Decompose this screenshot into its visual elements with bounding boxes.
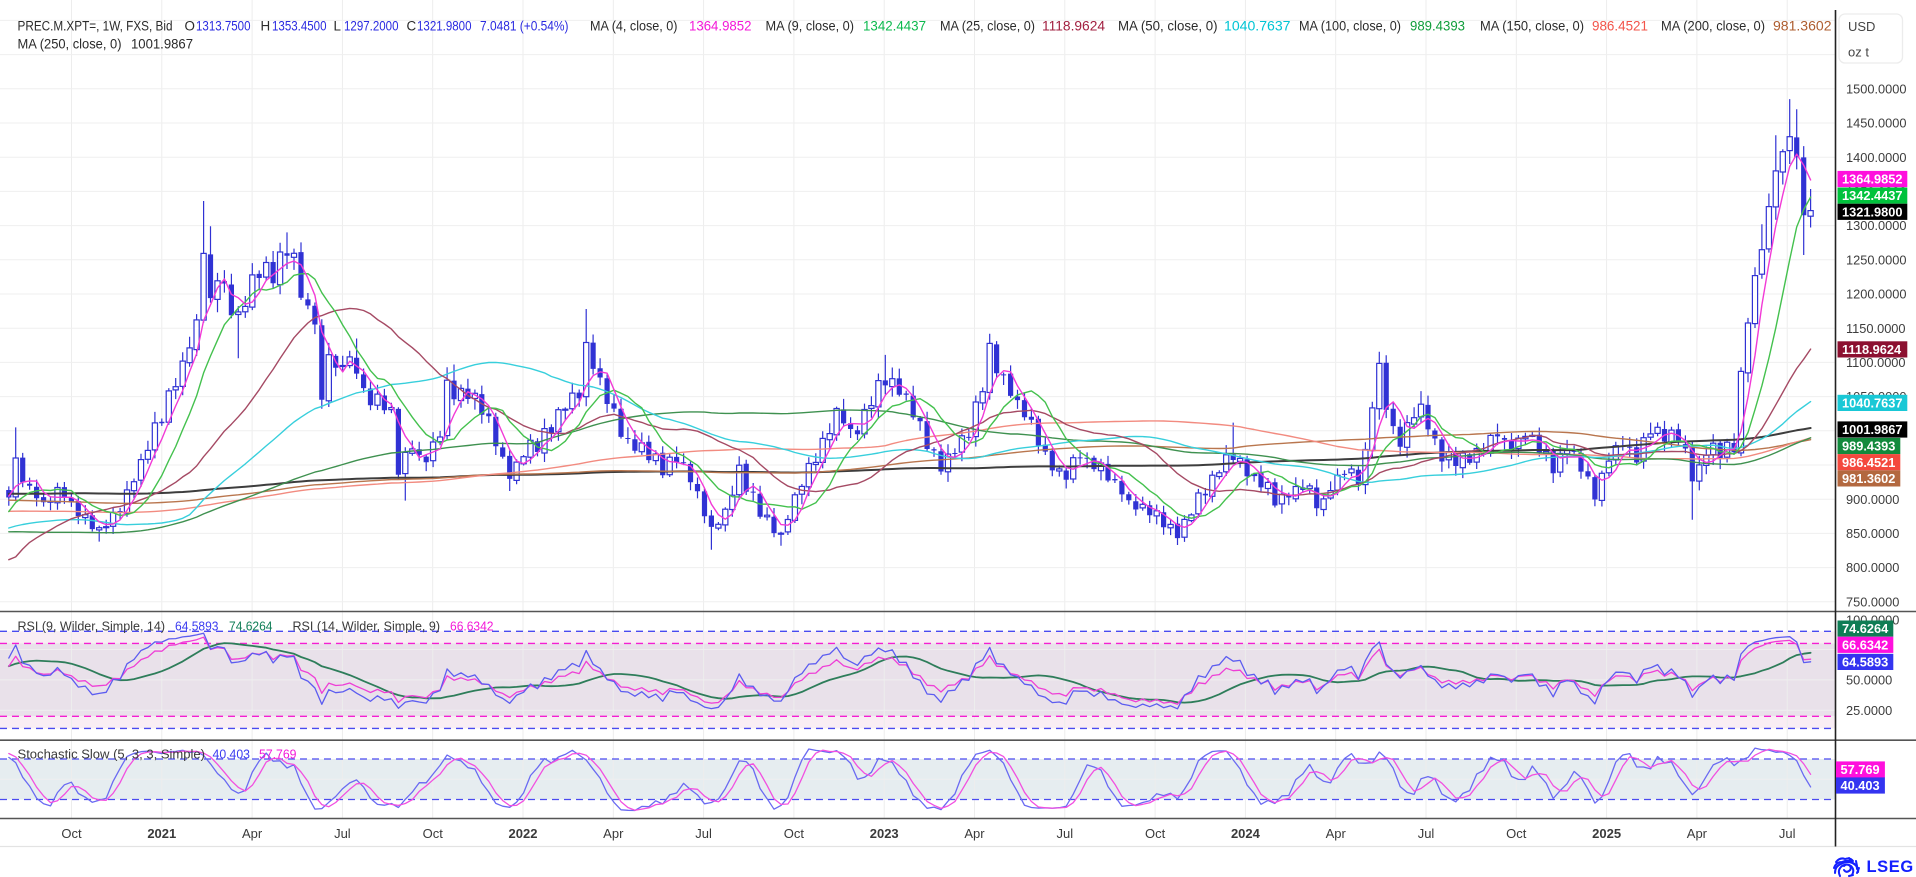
svg-text:800.0000: 800.0000 <box>1846 560 1899 575</box>
svg-text:MA (200, close, 0): MA (200, close, 0) <box>1661 19 1765 34</box>
svg-text:2024: 2024 <box>1231 826 1261 841</box>
svg-text:1321.9800: 1321.9800 <box>417 19 472 34</box>
svg-text:1400.0000: 1400.0000 <box>1846 150 1907 165</box>
svg-text:Apr: Apr <box>1687 826 1708 841</box>
svg-text:989.4393: 989.4393 <box>1842 439 1895 454</box>
svg-text:1321.9800: 1321.9800 <box>1842 204 1903 219</box>
svg-text:1118.9624: 1118.9624 <box>1842 342 1902 357</box>
svg-text:50.0000: 50.0000 <box>1846 673 1892 688</box>
svg-text:Jul: Jul <box>1779 826 1796 841</box>
svg-text:1300.0000: 1300.0000 <box>1846 218 1907 233</box>
svg-text:1297.2000: 1297.2000 <box>344 19 399 34</box>
svg-text:989.4393: 989.4393 <box>1410 19 1465 34</box>
svg-text:1200.0000: 1200.0000 <box>1846 287 1907 302</box>
svg-text:Jul: Jul <box>1056 826 1073 841</box>
svg-text:MA (100, close, 0): MA (100, close, 0) <box>1299 19 1401 34</box>
svg-text:1364.9852: 1364.9852 <box>1842 172 1903 187</box>
svg-text:750.0000: 750.0000 <box>1846 594 1899 609</box>
svg-text:Oct: Oct <box>784 826 805 841</box>
svg-text:O: O <box>185 19 195 34</box>
svg-text:LSEG: LSEG <box>1867 858 1914 876</box>
svg-text:C: C <box>407 19 417 34</box>
svg-text:40.403: 40.403 <box>1841 778 1880 793</box>
svg-text:Oct: Oct <box>61 826 82 841</box>
svg-text:981.3602: 981.3602 <box>1842 471 1895 486</box>
svg-text:66.6342: 66.6342 <box>450 619 494 634</box>
svg-text:64.5893: 64.5893 <box>1842 655 1888 670</box>
svg-text:981.3602: 981.3602 <box>1773 19 1832 34</box>
svg-text:1001.9867: 1001.9867 <box>131 37 193 52</box>
svg-text:64.5893: 64.5893 <box>175 619 219 634</box>
svg-text:1342.4437: 1342.4437 <box>863 19 926 34</box>
svg-text:MA (4, close, 0): MA (4, close, 0) <box>590 19 678 34</box>
svg-text:74.6264: 74.6264 <box>1842 621 1889 636</box>
svg-text:Apr: Apr <box>603 826 624 841</box>
svg-text:USD: USD <box>1848 19 1875 34</box>
svg-text:2021: 2021 <box>147 826 176 841</box>
svg-text:RSI (9, Wilder, Simple, 14): RSI (9, Wilder, Simple, 14) <box>18 619 166 634</box>
svg-text:1040.7637: 1040.7637 <box>1842 396 1903 411</box>
svg-text:Oct: Oct <box>1145 826 1166 841</box>
svg-text:Jul: Jul <box>1418 826 1435 841</box>
svg-text:oz t: oz t <box>1848 45 1869 60</box>
svg-text:57.769: 57.769 <box>1841 762 1880 777</box>
svg-text:1150.0000: 1150.0000 <box>1846 321 1906 336</box>
svg-text:Apr: Apr <box>964 826 985 841</box>
svg-text:1313.7500: 1313.7500 <box>196 19 251 34</box>
svg-text:L: L <box>334 19 341 34</box>
svg-text:MA (9, close, 0): MA (9, close, 0) <box>766 19 855 34</box>
svg-text:Jul: Jul <box>334 826 351 841</box>
svg-text:2023: 2023 <box>870 826 899 841</box>
svg-text:1450.0000: 1450.0000 <box>1846 116 1907 131</box>
svg-text:2025: 2025 <box>1592 826 1621 841</box>
svg-text:1250.0000: 1250.0000 <box>1846 252 1907 267</box>
svg-text:1040.7637: 1040.7637 <box>1224 19 1291 34</box>
svg-text:H: H <box>261 19 271 34</box>
svg-text:PREC.M.XPT=, 1W, FXS, Bid: PREC.M.XPT=, 1W, FXS, Bid <box>18 19 173 34</box>
svg-text:986.4521: 986.4521 <box>1842 455 1895 470</box>
svg-text:MA (150, close, 0): MA (150, close, 0) <box>1480 19 1584 34</box>
svg-text:Stochastic Slow (5, 3, 3, Simp: Stochastic Slow (5, 3, 3, Simple) <box>18 747 206 762</box>
svg-text:986.4521: 986.4521 <box>1592 19 1648 34</box>
svg-text:Apr: Apr <box>1326 826 1347 841</box>
svg-text:Oct: Oct <box>423 826 444 841</box>
svg-text:1100.0000: 1100.0000 <box>1846 355 1906 370</box>
svg-text:Apr: Apr <box>242 826 263 841</box>
svg-text:66.6342: 66.6342 <box>1842 637 1888 652</box>
svg-text:RSI (14, Wilder, Simple, 9): RSI (14, Wilder, Simple, 9) <box>293 619 441 634</box>
svg-text:2022: 2022 <box>509 826 538 841</box>
svg-text:1342.4437: 1342.4437 <box>1842 188 1903 203</box>
svg-text:7.0481 (+0.54%): 7.0481 (+0.54%) <box>480 19 569 34</box>
svg-text:MA (50, close, 0): MA (50, close, 0) <box>1118 19 1218 34</box>
svg-text:57.769: 57.769 <box>259 747 297 762</box>
svg-text:1118.9624: 1118.9624 <box>1042 19 1106 34</box>
svg-text:1001.9867: 1001.9867 <box>1842 422 1903 437</box>
svg-text:1353.4500: 1353.4500 <box>272 19 327 34</box>
svg-text:Jul: Jul <box>695 826 712 841</box>
svg-text:40.403: 40.403 <box>213 747 251 762</box>
svg-text:850.0000: 850.0000 <box>1846 526 1899 541</box>
svg-text:900.0000: 900.0000 <box>1846 492 1899 507</box>
svg-text:MA (25, close, 0): MA (25, close, 0) <box>940 19 1035 34</box>
svg-text:MA (250, close, 0): MA (250, close, 0) <box>18 37 122 52</box>
svg-text:Oct: Oct <box>1506 826 1527 841</box>
svg-text:1500.0000: 1500.0000 <box>1846 81 1907 96</box>
svg-text:1364.9852: 1364.9852 <box>689 19 752 34</box>
svg-text:25.0000: 25.0000 <box>1846 703 1892 718</box>
svg-text:74.6264: 74.6264 <box>229 619 273 634</box>
